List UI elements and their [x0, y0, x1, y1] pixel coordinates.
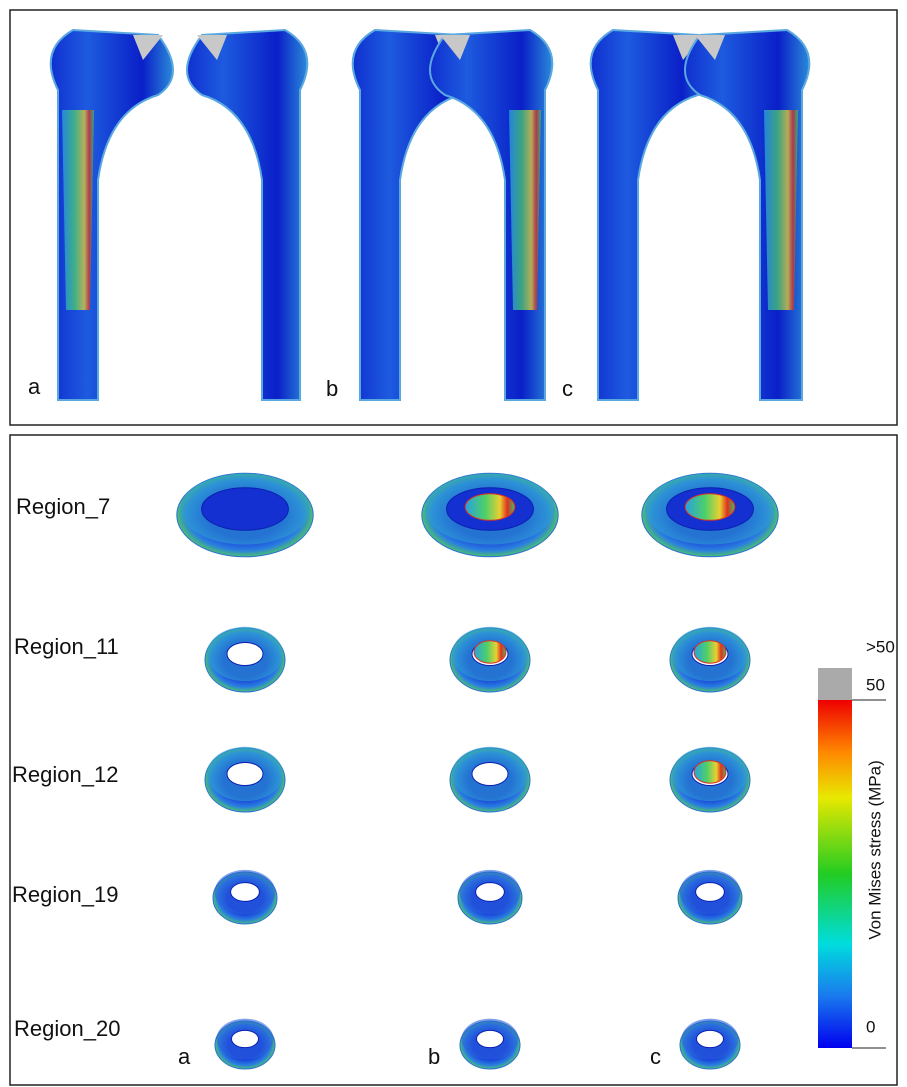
region-label: Region_11 — [14, 634, 119, 659]
panel-label: b — [326, 376, 338, 401]
section-canal — [227, 642, 263, 665]
stem-stress — [685, 494, 735, 521]
section-canal — [697, 1030, 724, 1047]
colorbar — [818, 700, 852, 1048]
panel-label: a — [28, 374, 41, 399]
stem-stress — [465, 494, 515, 521]
section-canal — [472, 762, 508, 785]
region-label: Region_19 — [12, 882, 118, 907]
figure: a b c Region_7 Region_11 Region_12 Regio… — [0, 0, 907, 1087]
colorbar-tick-label: 50 — [866, 675, 885, 694]
stress-zone — [764, 110, 798, 310]
section-canal — [696, 883, 725, 902]
stem-stress — [694, 641, 726, 663]
colorbar-title: Von Mises stress (MPa) — [865, 760, 884, 940]
colorbar-tick-label: >50 — [866, 637, 895, 656]
column-label: b — [428, 1044, 440, 1069]
femur — [187, 30, 307, 400]
femur-models — [51, 30, 810, 400]
section-canal — [476, 883, 505, 902]
section-canal — [231, 883, 260, 902]
section-canal — [477, 1030, 504, 1047]
panel-label: c — [562, 376, 573, 401]
cross-sections — [177, 473, 778, 1069]
column-label: c — [650, 1044, 661, 1069]
colorbar-overflow — [818, 668, 852, 700]
region-label: Region_7 — [16, 494, 110, 519]
section-canal — [202, 488, 289, 531]
region-label: Region_12 — [12, 762, 118, 787]
section-canal — [227, 762, 263, 785]
section-canal — [232, 1030, 259, 1047]
stress-zone — [62, 110, 94, 310]
colorbar-tick-label: 0 — [866, 1017, 875, 1036]
stem-stress — [694, 761, 726, 783]
stem-stress — [474, 641, 506, 663]
stress-zone — [509, 110, 541, 310]
region-label: Region_20 — [14, 1016, 120, 1041]
column-label: a — [178, 1044, 191, 1069]
